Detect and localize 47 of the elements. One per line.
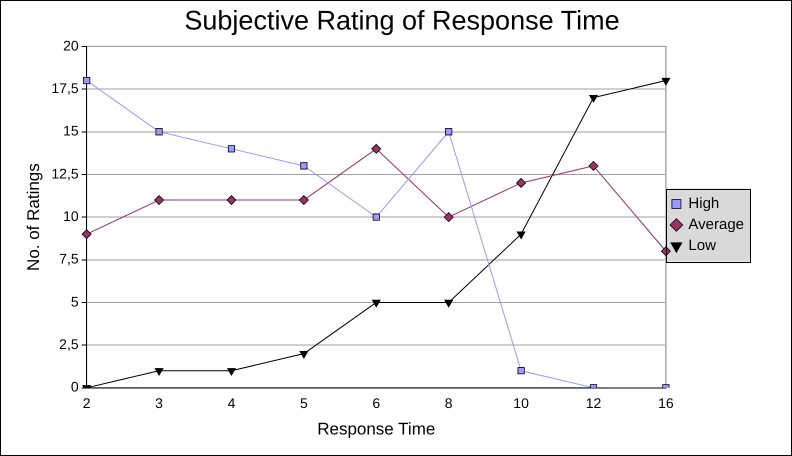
x-tick-label: 4: [228, 395, 236, 412]
point: [372, 300, 381, 308]
point: [155, 128, 163, 136]
point: [300, 162, 308, 170]
point: [518, 367, 525, 374]
point: [300, 351, 308, 359]
y-axis-title: No. of Ratings: [24, 163, 43, 271]
x-tick-label: 2: [82, 395, 91, 412]
point: [372, 214, 380, 221]
point: [228, 145, 236, 152]
point: [444, 300, 453, 308]
point: [516, 232, 526, 240]
x-tick-label: 8: [444, 395, 453, 412]
y-tick-label: 12,5: [51, 165, 79, 182]
x-tick-label: 12: [586, 395, 602, 412]
y-tick-label: 15: [63, 122, 79, 139]
point: [83, 76, 90, 84]
point: [226, 195, 236, 205]
x-tick-label: 6: [372, 395, 380, 412]
legend-label: Low: [688, 237, 716, 254]
y-tick-label: 2,5: [59, 336, 79, 352]
point: [589, 94, 598, 103]
y-tick-label: 0: [70, 378, 79, 395]
legend-label: Average: [688, 216, 744, 234]
point: [82, 229, 92, 240]
y-tick-label: 20: [63, 37, 79, 54]
x-axis-title: Response Time: [317, 419, 436, 438]
point: [444, 212, 454, 222]
point: [154, 195, 164, 205]
y-tick-label: 10: [63, 208, 79, 224]
point: [445, 128, 452, 136]
point: [588, 160, 598, 171]
chart-title: Subjective Rating of Response Time: [184, 6, 620, 36]
x-tick-label: 16: [658, 395, 674, 412]
y-tick-label: 5: [70, 293, 79, 310]
point: [516, 178, 526, 188]
point: [298, 195, 309, 205]
x-tick-label: 5: [300, 395, 308, 412]
point: [154, 368, 164, 376]
x-tick-label: 10: [513, 395, 530, 412]
point: [371, 144, 382, 154]
point: [662, 78, 670, 86]
legend-label: High: [688, 195, 720, 212]
y-tick-label: 7,5: [59, 250, 79, 267]
point: [227, 368, 236, 376]
y-tick-label: 17,5: [51, 80, 79, 96]
x-tick-label: 3: [155, 395, 164, 412]
